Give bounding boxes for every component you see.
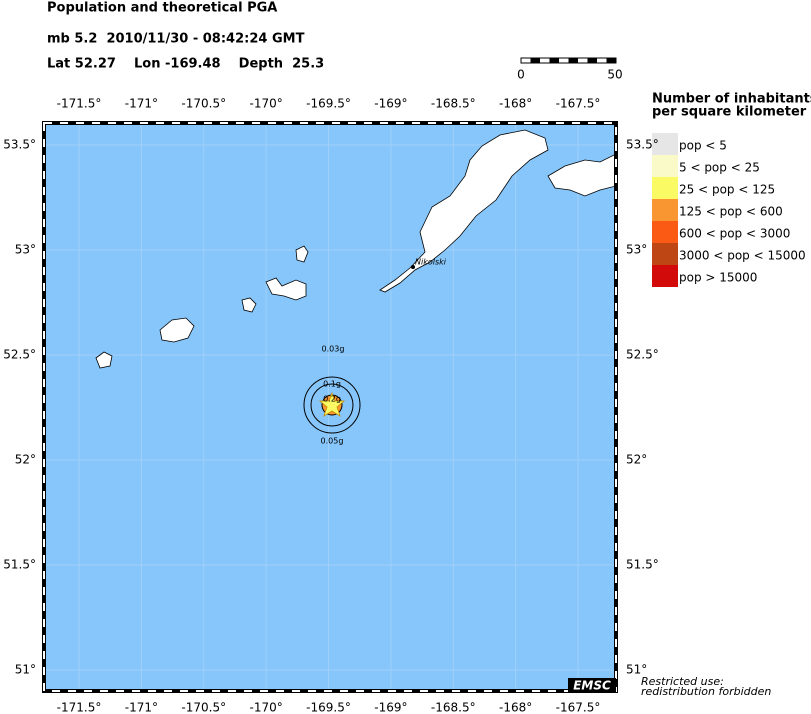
lon-label: -168.5°	[431, 701, 476, 714]
contour-label: 0.2g	[323, 395, 341, 404]
lat-label: 52°	[15, 453, 36, 467]
lat-label: 52.5°	[3, 348, 36, 362]
legend-label: 600 < pop < 3000	[679, 227, 790, 241]
legend-swatch	[652, 265, 678, 287]
notice: Restricted use:	[641, 675, 724, 688]
lon-label: -171°	[125, 97, 158, 111]
lon-label: -168.5°	[431, 97, 476, 111]
lon-label: -167.5°	[556, 701, 601, 714]
frame	[42, 121, 618, 693]
legend-swatch	[652, 177, 678, 199]
legend-title: Number of inhabitants	[652, 92, 811, 107]
lon-label: -167.5°	[556, 97, 601, 111]
graticule	[44, 123, 616, 691]
lon-label: -169.5°	[306, 97, 351, 111]
lon-label: -170.5°	[181, 701, 226, 714]
lat-label: 53.5°	[626, 138, 659, 152]
lat-label: 51.5°	[3, 558, 36, 572]
lon-label: -169°	[374, 701, 407, 714]
lat-label: 51.5°	[626, 558, 659, 572]
legend-swatch	[652, 199, 678, 221]
location: Lat 52.27 Lon -169.48 Depth 25.3	[47, 57, 324, 72]
legend-label: 25 < pop < 125	[679, 183, 775, 197]
lat-label: 52.5°	[626, 348, 659, 362]
lon-label: -168°	[499, 97, 532, 111]
lon-label: -171.5°	[57, 97, 102, 111]
lat-label: 51°	[626, 663, 647, 677]
legend-swatch	[652, 133, 678, 155]
legend-label: pop < 5	[679, 139, 727, 153]
lat-label: 53.5°	[3, 138, 36, 152]
islands	[95, 129, 617, 369]
legend-title: per square kilometer	[652, 105, 807, 120]
event: mb 5.2 2010/11/30 - 08:42:24 GMT	[47, 32, 305, 47]
legend: pop < 5 5 < pop < 25 25 < pop < 125 125 < p…	[652, 133, 806, 287]
legend-label: 3000 < pop < 15000	[679, 249, 806, 263]
legend-swatch	[652, 221, 678, 243]
legend-swatch	[652, 155, 678, 177]
lat-label: 51°	[15, 663, 36, 677]
contour-label: 0.05g	[321, 437, 344, 446]
title: Population and theoretical PGA	[47, 1, 277, 16]
lon-label: -170°	[250, 97, 283, 111]
lon-label: -170.5°	[181, 97, 226, 111]
lon-label: -171°	[125, 701, 158, 714]
scale-label: 0	[517, 68, 525, 82]
legend-label: pop > 15000	[679, 271, 757, 285]
town	[411, 265, 415, 269]
lat-label: 52°	[626, 453, 647, 467]
scale-label: 50	[607, 68, 622, 82]
lon-label: -168°	[499, 701, 532, 714]
legend-swatch	[652, 243, 678, 265]
notice: redistribution forbidden	[641, 685, 771, 698]
lon-label: -169°	[374, 97, 407, 111]
lat-label: 53°	[626, 243, 647, 257]
lon-label: -171.5°	[57, 701, 102, 714]
lon-label: -169.5°	[306, 701, 351, 714]
legend-label: 125 < pop < 600	[679, 205, 783, 219]
scale-bar: 0 50	[517, 57, 623, 82]
legend-label: 5 < pop < 25	[679, 161, 760, 175]
contour-label: 0.03g	[322, 345, 345, 354]
lat-label: 53°	[15, 243, 36, 257]
badge-box	[568, 678, 616, 693]
lon-label: -170°	[250, 701, 283, 714]
pga-contours	[303, 376, 361, 434]
badge: EMSC	[573, 679, 611, 693]
contour-label: 0.1g	[323, 380, 341, 389]
town-label: Nikolski	[415, 258, 447, 267]
